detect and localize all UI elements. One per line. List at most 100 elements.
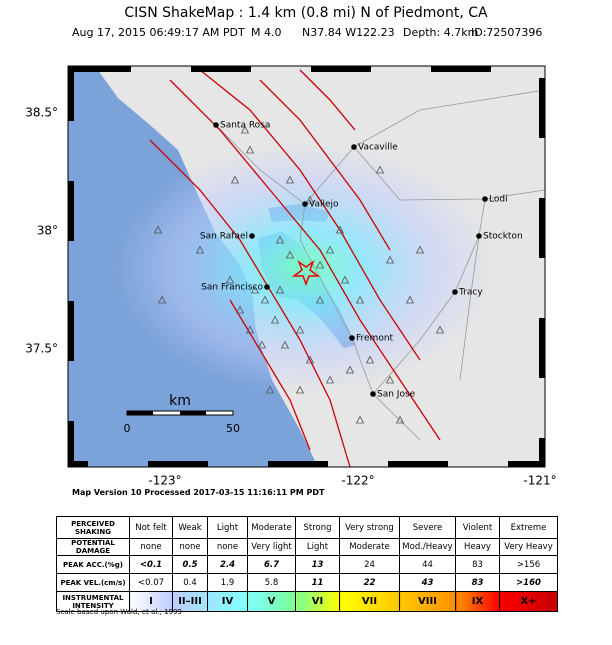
intensity-legend: PERCEIVED SHAKING Not felt Weak Light Modera… — [56, 516, 558, 612]
legend-cell: Not felt — [129, 516, 173, 539]
legend-row: PEAK ACC.(%g) <0.1 0.5 2.4 6.7 13 24 44 83 >156 — [56, 555, 558, 574]
legend-cell: 24 — [339, 555, 400, 574]
epicenter — [291, 259, 321, 287]
legend-cell: Moderate — [339, 538, 400, 556]
legend-cell: X+ — [499, 591, 558, 612]
seismic-station — [230, 175, 240, 184]
city-dot — [452, 289, 458, 295]
map-figure: CISN ShakeMap : 1.4 km (0.8 mi) N of Pie… — [25, 5, 556, 488]
legend-cell: none — [207, 538, 248, 556]
seismic-station — [435, 325, 445, 334]
longitude-label: -123° — [148, 474, 181, 488]
latitude-label: 38° — [37, 224, 58, 238]
legend-cell: Weak — [172, 516, 208, 539]
seismic-station — [275, 235, 285, 244]
legend-cell: >160 — [499, 573, 558, 592]
legend-cell: 22 — [339, 573, 400, 592]
seismic-station — [415, 245, 425, 254]
seismic-station — [365, 355, 375, 364]
seismic-station — [385, 375, 395, 384]
city-label: San Jose — [377, 390, 416, 400]
road — [459, 198, 486, 381]
seismic-station — [335, 225, 345, 234]
seismic-station — [250, 285, 260, 294]
seismic-station — [195, 245, 205, 254]
city-dot — [213, 122, 219, 128]
subtitle: Aug 17, 2015 06:49:17 AM PDT M 4.0 N37.8… — [72, 26, 542, 39]
location: N37.84 W122.23 — [302, 26, 395, 39]
scale-bar: km 0 50 — [124, 393, 241, 435]
legend-cell: 5.8 — [247, 573, 296, 592]
fault — [199, 69, 421, 361]
city-label: San Rafael — [200, 232, 248, 242]
latitude-label: 38.5° — [25, 106, 58, 120]
seismic-station — [295, 385, 305, 394]
city-label: Vacaville — [358, 143, 398, 153]
row-label: POTENTIAL DAMAGE — [56, 538, 130, 556]
seismic-station — [235, 305, 245, 314]
legend-cell: <0.07 — [129, 573, 173, 592]
magnitude: M 4.0 — [251, 26, 281, 39]
legend-cell: Very strong — [339, 516, 400, 539]
shaking-intensity — [115, 143, 495, 393]
legend-cell: Severe — [399, 516, 456, 539]
city-dot — [351, 144, 357, 150]
road — [372, 235, 480, 395]
event-id: ID:72507396 — [471, 26, 542, 39]
legend-cell: I — [129, 591, 173, 612]
seismic-station — [280, 340, 290, 349]
city-dot — [302, 201, 308, 207]
legend-cell: Extreme — [499, 516, 558, 539]
city-label: Vallejo — [309, 200, 339, 210]
seismic-station — [355, 295, 365, 304]
seismic-station — [240, 125, 250, 134]
seismic-station — [315, 260, 325, 269]
legend-cell: Strong — [295, 516, 340, 539]
legend-cell: none — [172, 538, 208, 556]
city-dot — [482, 196, 488, 202]
seismic-station — [325, 375, 335, 384]
legend-cell: VI — [295, 591, 340, 612]
legend-cell: 0.4 — [172, 573, 208, 592]
city-dot — [264, 284, 270, 290]
city-label: Lodi — [489, 195, 508, 205]
legend-cell: Violent — [455, 516, 500, 539]
seismic-station — [405, 295, 415, 304]
seismic-station — [265, 385, 275, 394]
legend-cell: Very Heavy — [499, 538, 558, 556]
fault — [149, 139, 351, 468]
seismic-station — [157, 295, 167, 304]
seismic-station — [295, 325, 305, 334]
legend-cell: Mod./Heavy — [399, 538, 456, 556]
scale-bar-seg — [127, 411, 153, 415]
fault — [299, 69, 356, 131]
scale-unit: km — [169, 393, 191, 409]
longitude-label: -121° — [523, 474, 556, 488]
title: CISN ShakeMap : 1.4 km (0.8 mi) N of Pie… — [124, 5, 488, 21]
seismic-station — [325, 245, 335, 254]
legend-cell: Light — [207, 516, 248, 539]
seismic-station — [305, 195, 315, 204]
legend-cell: IX — [455, 591, 500, 612]
legend-cell: 11 — [295, 573, 340, 592]
row-label: PERCEIVED SHAKING — [56, 516, 130, 539]
scale-start: 0 — [124, 422, 131, 435]
processed-note: Map Version 10 Processed 2017-03-15 11:1… — [72, 488, 325, 497]
map-frame-ticks — [68, 66, 545, 467]
footnote: Scale based upon Wald, et al.; 1999 — [56, 608, 182, 616]
seismic-station — [285, 175, 295, 184]
road — [353, 146, 546, 201]
seismic-station — [345, 365, 355, 374]
legend-cell: 83 — [455, 555, 500, 574]
seismic-station — [395, 415, 405, 424]
city-label: Fremont — [356, 334, 394, 344]
seismic-station — [225, 275, 235, 284]
latitude-label: 37.5° — [25, 342, 58, 356]
road — [304, 89, 546, 205]
scale-bar-seg — [180, 411, 206, 415]
legend-cell: Very light — [247, 538, 296, 556]
legend-cell: VII — [339, 591, 400, 612]
fault — [169, 79, 441, 441]
legend-cell: Heavy — [455, 538, 500, 556]
event-date: Aug 17, 2015 06:49:17 AM PDT — [72, 26, 245, 39]
